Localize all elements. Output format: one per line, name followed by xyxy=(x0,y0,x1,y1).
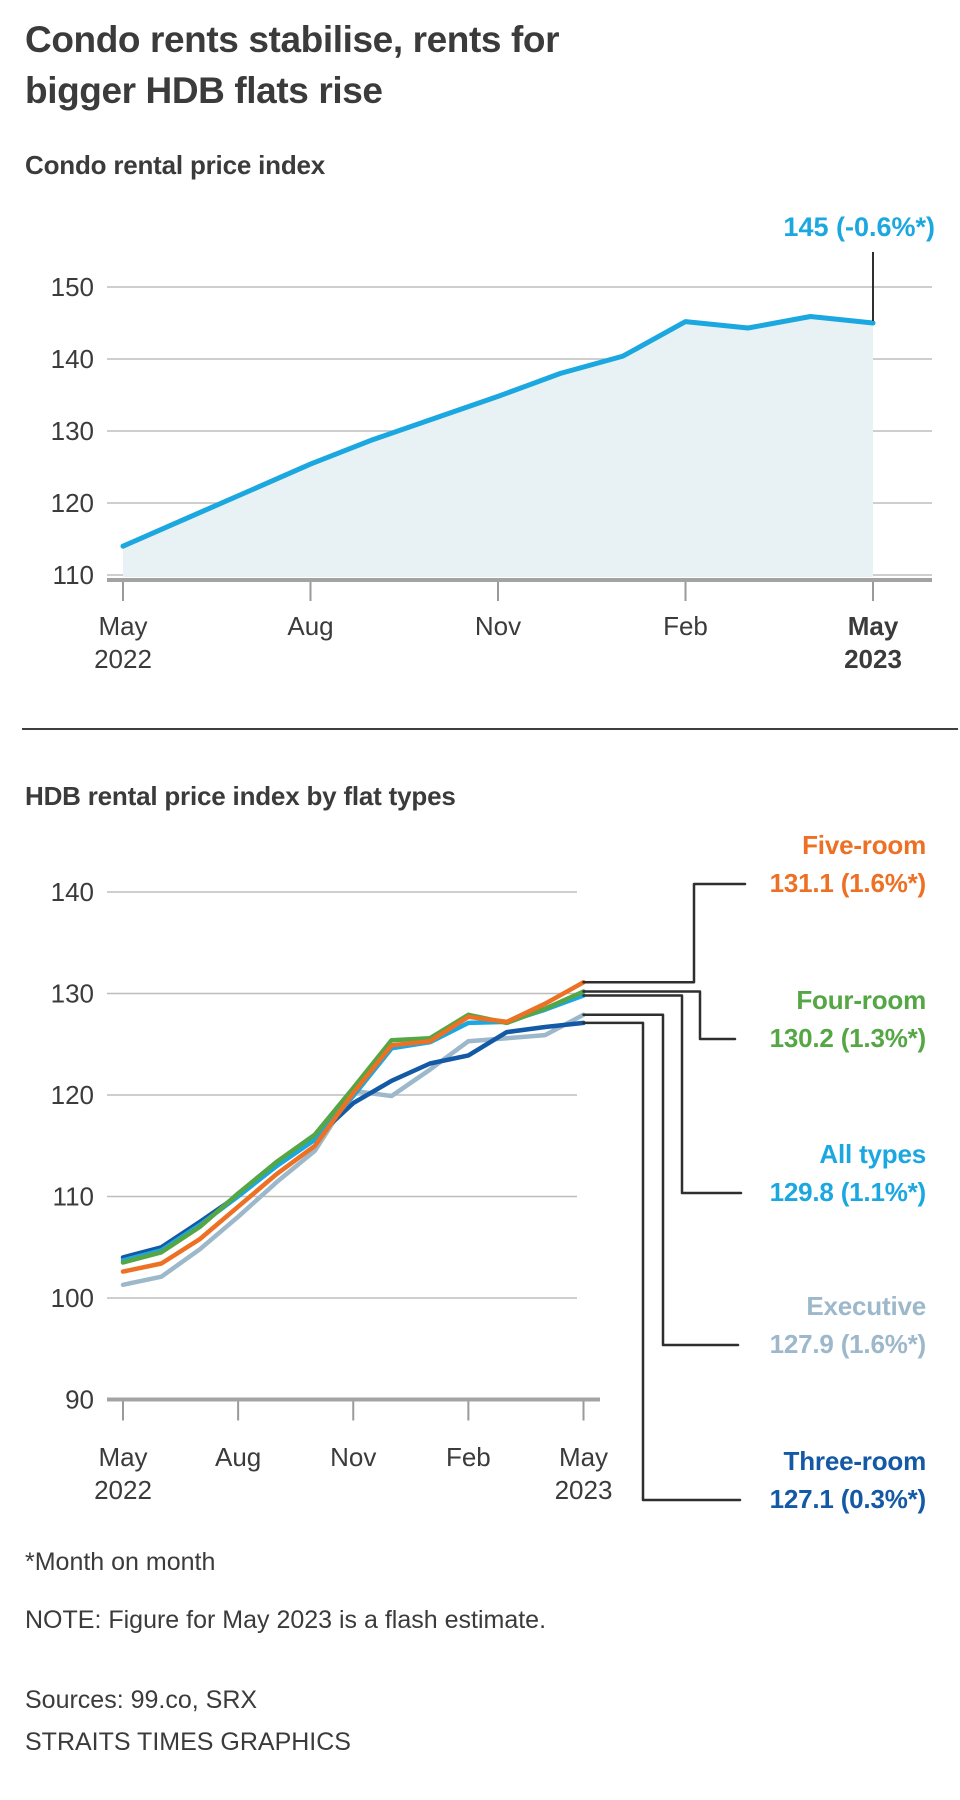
y-tick-label-140: 140 xyxy=(51,877,94,907)
series-line-five-room xyxy=(120,980,586,1274)
series-name: Four-room xyxy=(796,985,926,1015)
month-on-month-footnote: *Month on month xyxy=(25,1548,216,1576)
page-title: Condo rents stabilise, rents for bigger … xyxy=(25,14,665,116)
x-tick-label: Aug xyxy=(287,611,333,641)
x-tick-label: May xyxy=(559,1442,608,1472)
callout-connector-four-room xyxy=(582,990,737,1041)
page-title-line-1: Condo rents stabilise, rents for xyxy=(25,19,560,60)
series-label-three-room: Three-room 127.1 (0.3%*) xyxy=(769,1442,927,1518)
y-tick-label-130: 130 xyxy=(51,416,94,446)
callout-connector-three-room xyxy=(582,1021,742,1502)
x-tick-label: Feb xyxy=(663,611,708,641)
x-tick-label: 2022 xyxy=(94,1475,152,1505)
series-label-all-types: All types 129.8 (1.1%*) xyxy=(769,1135,927,1211)
x-tick-label: Aug xyxy=(215,1442,261,1472)
flash-estimate-note: NOTE: Figure for May 2023 is a flash est… xyxy=(25,1606,547,1634)
series-label-five-room: Five-room 131.1 (1.6%*) xyxy=(769,826,927,902)
condo-chart-title: Condo rental price index xyxy=(25,150,326,180)
x-tick-label: May xyxy=(848,611,899,641)
x-tick-label: Nov xyxy=(475,611,521,641)
x-tick-label: May xyxy=(98,611,147,641)
series-name: All types xyxy=(819,1139,926,1169)
hdb-chart-title: HDB rental price index by flat types xyxy=(25,781,456,811)
y-tick-label-110: 110 xyxy=(53,1182,94,1212)
callout-connector-all-types xyxy=(582,994,743,1195)
y-tick-label-120: 120 xyxy=(51,1080,94,1110)
series-latest-value: 129.8 (1.1%*) xyxy=(769,1177,927,1207)
y-tick-label-90: 90 xyxy=(65,1385,94,1415)
y-tick-label-130: 130 xyxy=(51,979,94,1009)
series-line-three-room xyxy=(120,1020,586,1260)
sources-line: Sources: 99.co, SRX xyxy=(25,1686,258,1714)
y-tick-label-120: 120 xyxy=(51,488,94,518)
x-tick-label: 2023 xyxy=(555,1475,613,1505)
y-tick-label-140: 140 xyxy=(51,344,94,374)
series-name: Five-room xyxy=(802,830,926,860)
area-fill xyxy=(123,316,873,577)
series-latest-value: 131.1 (1.6%*) xyxy=(769,868,927,898)
x-tick-label: Feb xyxy=(446,1442,491,1472)
series-name: Executive xyxy=(806,1291,926,1321)
page-title-line-2: bigger HDB flats rise xyxy=(25,70,383,111)
graphics-credit: STRAITS TIMES GRAPHICS xyxy=(25,1728,351,1756)
x-tick-label: 2023 xyxy=(844,644,902,674)
x-tick-label: May xyxy=(98,1442,147,1472)
series-latest-value: 127.1 (0.3%*) xyxy=(769,1484,927,1514)
series-label-four-room: Four-room 130.2 (1.3%*) xyxy=(769,981,927,1057)
series-latest-value: 127.9 (1.6%*) xyxy=(769,1329,927,1359)
callout-connector-executive xyxy=(582,1013,740,1347)
y-tick-label-110: 110 xyxy=(53,560,94,590)
series-line-condo-rental-price-index xyxy=(120,314,876,549)
callout-connector-five-room xyxy=(582,882,747,984)
series-name: Three-room xyxy=(783,1446,927,1476)
section-divider xyxy=(22,728,958,730)
y-tick-label-150: 150 xyxy=(51,272,94,302)
series-latest-value: 130.2 (1.3%*) xyxy=(769,1023,927,1053)
x-tick-label: Nov xyxy=(330,1442,376,1472)
series-label-executive: Executive 127.9 (1.6%*) xyxy=(769,1287,927,1363)
series-line-all-types xyxy=(120,993,586,1263)
x-tick-label: 2022 xyxy=(94,644,152,674)
y-tick-label-100: 100 xyxy=(51,1283,94,1313)
condo-latest-value-annotation: 145 (-0.6%*) xyxy=(783,212,935,242)
